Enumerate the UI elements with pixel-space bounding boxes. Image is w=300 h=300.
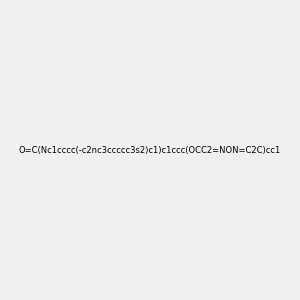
Text: O=C(Nc1cccc(-c2nc3ccccc3s2)c1)c1ccc(OCC2=NON=C2C)cc1: O=C(Nc1cccc(-c2nc3ccccc3s2)c1)c1ccc(OCC2… <box>19 146 281 154</box>
